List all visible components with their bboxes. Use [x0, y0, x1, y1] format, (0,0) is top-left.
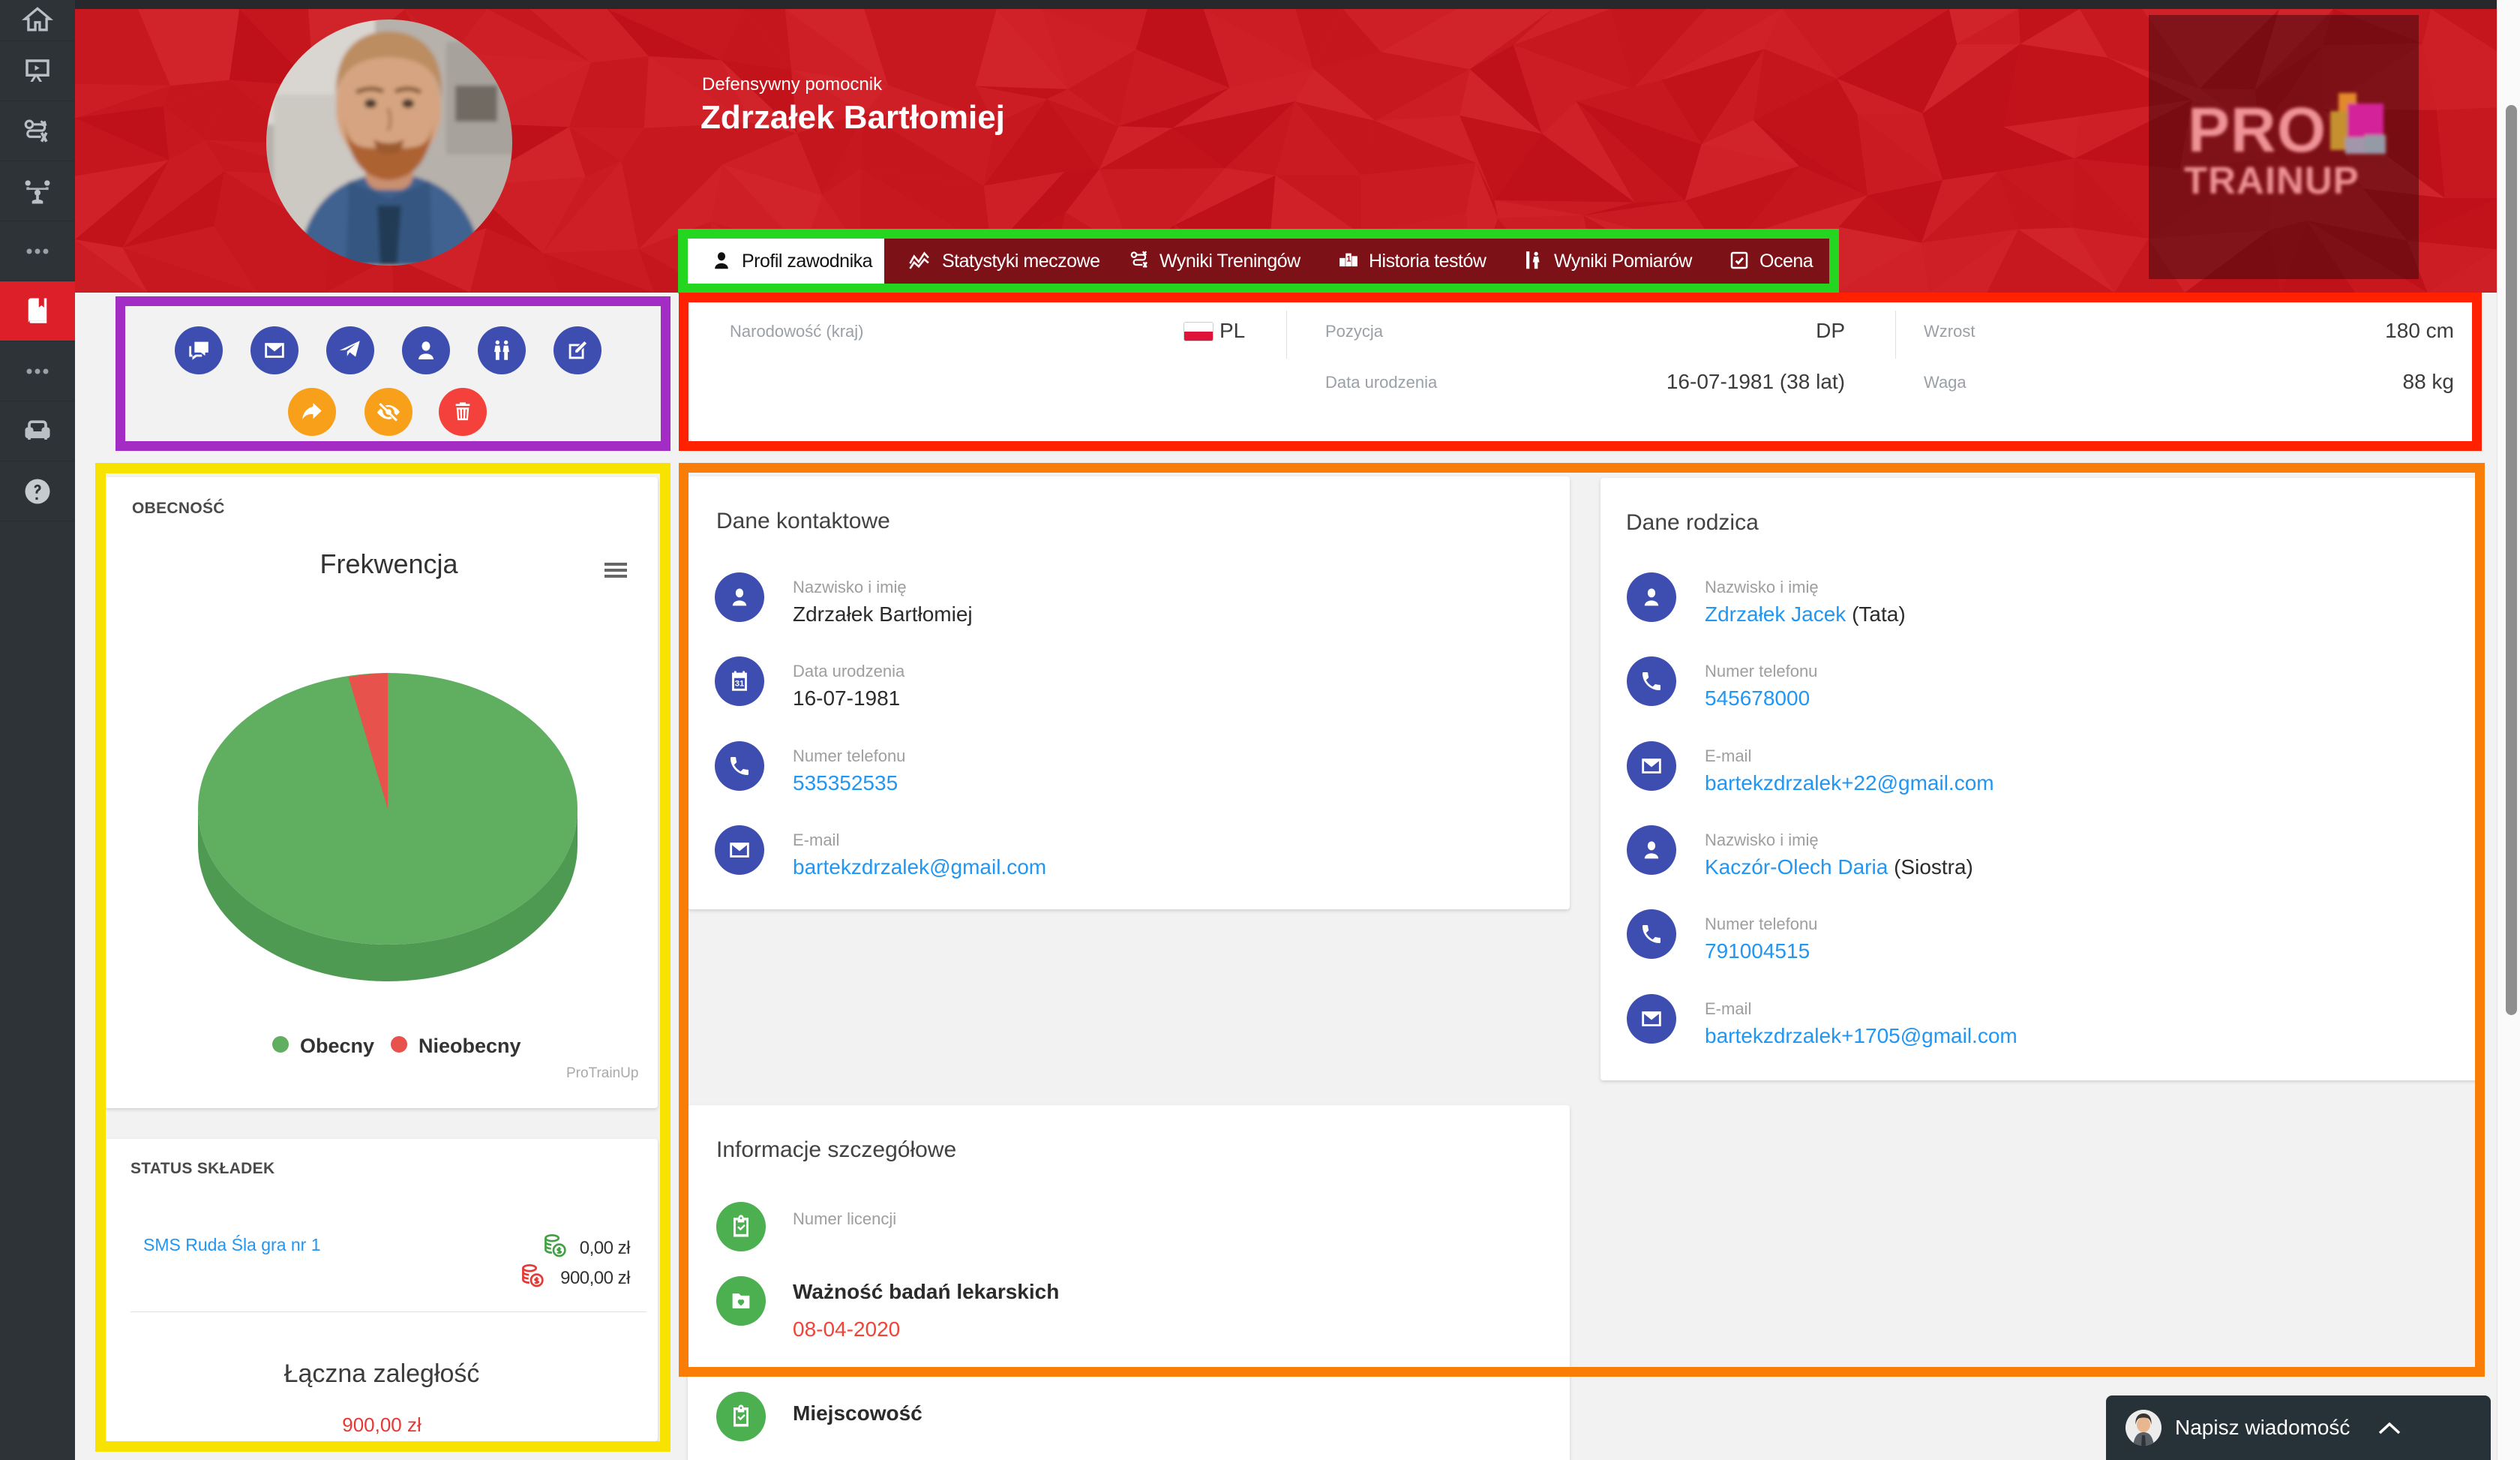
svg-text:PRO: PRO [2188, 95, 2326, 165]
svg-text:TRAINUP: TRAINUP [2184, 159, 2360, 202]
svg-text:31: 31 [735, 679, 745, 688]
svg-text:1: 1 [1346, 254, 1351, 263]
